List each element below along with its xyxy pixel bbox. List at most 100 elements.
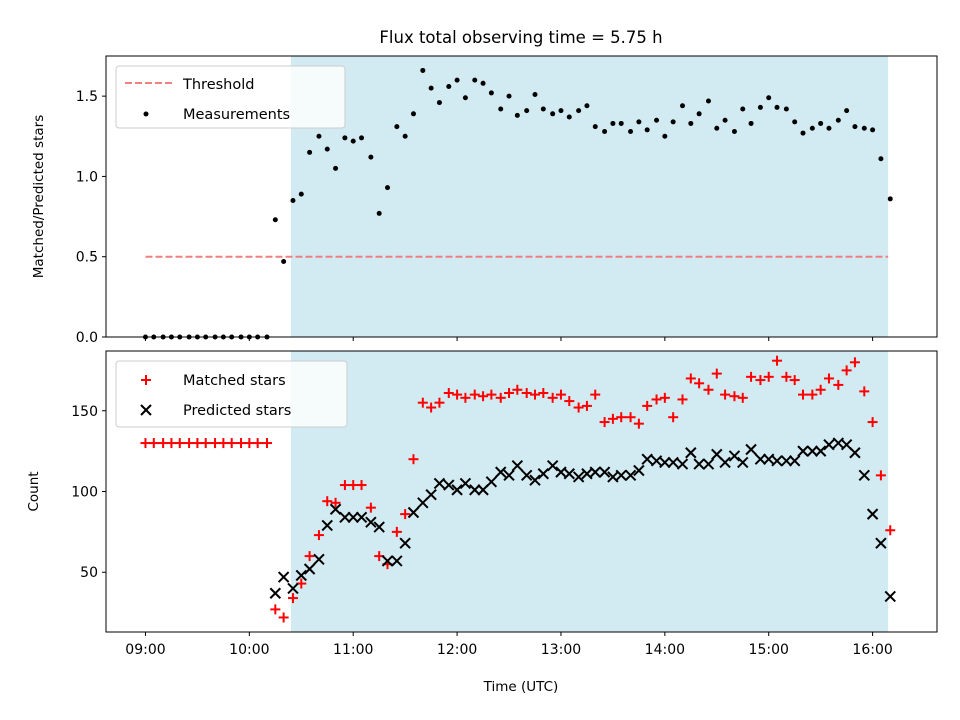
- matched-star-point: [607, 413, 618, 424]
- matched-star-point: [538, 387, 549, 398]
- matched-star-point: [356, 480, 367, 491]
- matched-star-point: [555, 389, 566, 400]
- y-tick-label: 100: [71, 485, 98, 501]
- matched-star-point: [633, 418, 644, 429]
- predicted-star-point: [459, 477, 472, 490]
- ratio-legend-box: [115, 65, 346, 129]
- matched-star-point: [174, 438, 185, 449]
- measurement-point: [540, 106, 546, 112]
- x-tick-label: 12:00: [437, 642, 477, 658]
- matched-star-point: [885, 525, 896, 536]
- chart-title: Flux total observing time = 5.75 h: [379, 28, 662, 47]
- matched-legend-marker: [141, 375, 151, 385]
- y-tick-label: 50: [80, 565, 98, 581]
- matched-star-point: [400, 509, 411, 520]
- matched-star-point: [755, 375, 766, 386]
- predicted-star-point: [563, 468, 575, 480]
- predicted-star-point: [365, 516, 377, 528]
- measurement-point: [462, 95, 468, 101]
- y-tick-label: 0.0: [76, 330, 98, 346]
- measurement-point: [887, 196, 893, 202]
- matched-star-point: [495, 392, 506, 403]
- matched-star-point: [746, 371, 757, 382]
- predicted-star-point: [667, 456, 679, 469]
- matched-star-point: [729, 391, 740, 402]
- predicted-star-point: [355, 511, 368, 524]
- matched-star-point: [711, 368, 722, 379]
- predicted-star-point: [589, 466, 601, 478]
- matched-star-point: [443, 387, 454, 398]
- matched-star-point: [452, 389, 463, 400]
- matched-star-point: [772, 355, 783, 366]
- count-y-ticks: 50 100 150: [71, 404, 106, 581]
- measurement-point: [792, 119, 798, 125]
- measurement-point: [428, 85, 434, 91]
- measurement-point: [298, 191, 304, 197]
- predicted-star-point: [329, 503, 342, 515]
- matched-star-point: [322, 496, 333, 507]
- predicted-star-point: [425, 489, 437, 501]
- matched-star-point: [391, 526, 402, 537]
- predicted-star-point: [347, 511, 359, 524]
- predicted-star-point: [546, 459, 559, 472]
- matched-star-point: [304, 551, 315, 562]
- predicted-star-point: [433, 477, 446, 490]
- measurement-point: [376, 210, 382, 216]
- y-tick-label: 0.5: [76, 250, 98, 266]
- matched-star-point: [703, 384, 714, 395]
- predicted-star-point: [511, 459, 524, 472]
- predicted-star-point: [391, 555, 403, 567]
- threshold-legend-label: Threshold: [182, 77, 254, 93]
- measurement-point: [410, 111, 416, 117]
- matched-star-point: [763, 371, 774, 382]
- measurement-point: [662, 133, 668, 139]
- measurement-point: [602, 128, 608, 134]
- predicted-star-point: [754, 453, 767, 465]
- predicted-legend-label: Predicted stars: [183, 403, 291, 419]
- measurement-point: [774, 104, 780, 110]
- predicted-star-point: [572, 471, 585, 483]
- matched-star-point: [651, 394, 662, 405]
- predicted-star-point: [693, 458, 705, 470]
- measurement-point: [420, 67, 426, 73]
- predicted-star-point: [719, 456, 731, 469]
- measurement-point: [506, 93, 512, 99]
- predicted-star-point: [884, 590, 896, 603]
- matched-star-point: [573, 402, 584, 413]
- matched-legend-label: Matched stars: [183, 373, 286, 389]
- matched-star-point: [590, 389, 601, 400]
- observing-window-shade-bottom: [290, 351, 889, 632]
- x-tick-label: 15:00: [749, 642, 789, 658]
- measurement-point: [731, 128, 737, 134]
- measurement-point: [324, 146, 330, 152]
- measurement-point: [472, 77, 478, 83]
- predicted-star-point: [823, 438, 835, 451]
- predicted-star-point: [399, 537, 411, 549]
- measurement-point: [281, 259, 287, 265]
- measurement-point: [558, 108, 564, 114]
- measurement-point: [636, 119, 642, 125]
- measurement-point: [757, 104, 763, 110]
- measurement-point: [610, 120, 616, 126]
- matched-star-point: [434, 397, 445, 408]
- predicted-star-point: [849, 447, 861, 459]
- ratio-y-ticks: 0.0 0.5 1.0 1.5: [76, 89, 106, 346]
- matched-star-point: [365, 502, 376, 513]
- ratio-x-ticks: [144, 337, 874, 341]
- measurement-point: [680, 103, 686, 109]
- predicted-star-point: [287, 582, 299, 595]
- measurement-point: [272, 217, 278, 223]
- measurement-point: [809, 125, 815, 131]
- predicted-star-point: [495, 466, 507, 478]
- count-legend: Matched stars Predicted stars: [115, 360, 348, 428]
- matched-star-point: [625, 412, 636, 423]
- matched-star-point: [547, 392, 558, 403]
- count-x-ticks: 09:00 10:00 11:00 12:00 13:00 14:00 15:00 16:00: [125, 632, 893, 658]
- predicted-star-point: [443, 479, 455, 491]
- matched-star-point: [807, 389, 818, 400]
- measurement-point: [835, 117, 841, 123]
- measurement-point: [446, 84, 452, 90]
- measurement-point: [576, 108, 582, 114]
- measurement-point: [766, 95, 772, 101]
- predicted-star-point: [633, 464, 645, 477]
